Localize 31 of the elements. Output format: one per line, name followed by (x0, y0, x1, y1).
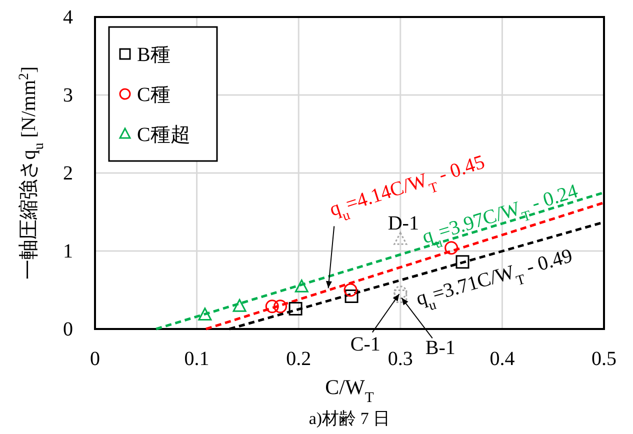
annotation: B-1 (425, 337, 456, 360)
y-tick-label: 3 (63, 84, 73, 106)
x-tick-label: 0.2 (286, 348, 312, 370)
point (394, 289, 408, 303)
point (344, 289, 358, 303)
x-tick-label: 0.5 (592, 348, 616, 370)
legend-label: C種 (137, 84, 170, 106)
point (344, 283, 358, 297)
y-tick-label: 1 (63, 240, 73, 262)
y-tick-label: 4 (63, 6, 73, 28)
y-tick-label: 2 (63, 162, 73, 184)
point (444, 241, 458, 255)
point (394, 232, 408, 245)
annotation: C-1 (350, 333, 380, 356)
x-tick-label: 0.1 (184, 348, 210, 370)
point (232, 299, 246, 312)
point (294, 280, 308, 292)
annotation: D-1 (388, 212, 419, 234)
x-tick-label: 0.3 (388, 348, 413, 370)
point (274, 300, 288, 314)
x-tick-label: 0 (90, 348, 100, 370)
point (394, 286, 408, 300)
y-tick-label: 0 (63, 318, 73, 340)
legend-label: C種超 (137, 124, 190, 146)
point (198, 308, 212, 321)
x-axis-title: C/W$_{T}$ (325, 375, 374, 406)
text: a)材齢 7 日 (308, 409, 390, 428)
legend-label: B種 (137, 44, 170, 66)
point (265, 300, 279, 314)
x-tick-label: 0.4 (490, 348, 515, 370)
point (288, 302, 302, 316)
